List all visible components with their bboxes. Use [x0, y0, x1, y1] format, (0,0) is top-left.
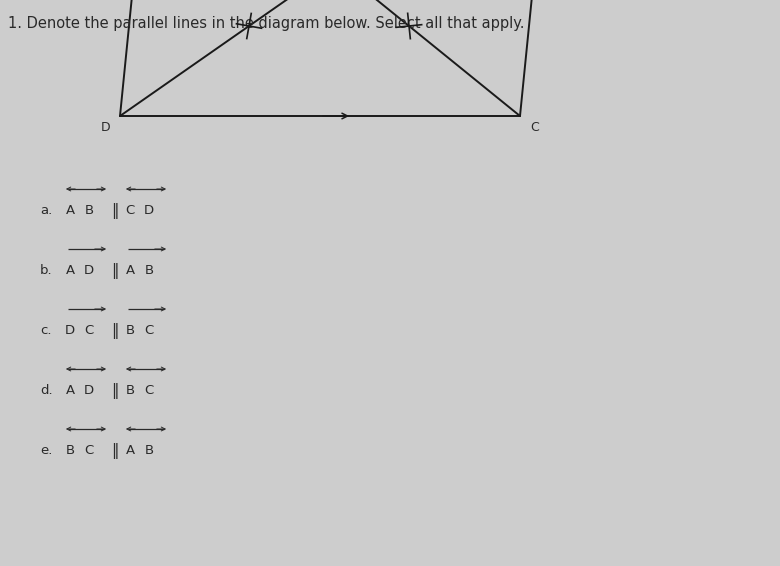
Text: C: C [84, 444, 94, 457]
Text: C: C [126, 204, 135, 217]
Text: C: C [530, 121, 539, 134]
Text: B: B [126, 324, 135, 337]
Text: ‖: ‖ [112, 383, 119, 399]
Text: C: C [84, 324, 94, 337]
Text: A: A [126, 444, 135, 457]
Text: B: B [144, 264, 154, 277]
Text: B: B [126, 384, 135, 397]
Text: D: D [144, 204, 154, 217]
Text: a.: a. [40, 204, 52, 217]
Text: B: B [84, 204, 94, 217]
Text: b.: b. [40, 264, 52, 277]
Text: C: C [144, 324, 154, 337]
Text: ‖: ‖ [112, 203, 119, 219]
Text: D: D [84, 384, 94, 397]
Text: D: D [101, 121, 110, 134]
Text: A: A [66, 204, 75, 217]
Text: A: A [66, 264, 75, 277]
Text: c.: c. [40, 324, 51, 337]
Text: d.: d. [40, 384, 52, 397]
Text: A: A [66, 384, 75, 397]
Text: ‖: ‖ [112, 263, 119, 279]
Text: D: D [65, 324, 75, 337]
Text: 1. Denote the parallel lines in the diagram below. Select all that apply.: 1. Denote the parallel lines in the diag… [8, 16, 524, 31]
Text: D: D [84, 264, 94, 277]
Text: B: B [66, 444, 75, 457]
Text: ‖: ‖ [112, 443, 119, 459]
Text: ‖: ‖ [112, 323, 119, 339]
Text: e.: e. [40, 444, 52, 457]
Text: A: A [126, 264, 135, 277]
Text: C: C [144, 384, 154, 397]
Text: B: B [144, 444, 154, 457]
